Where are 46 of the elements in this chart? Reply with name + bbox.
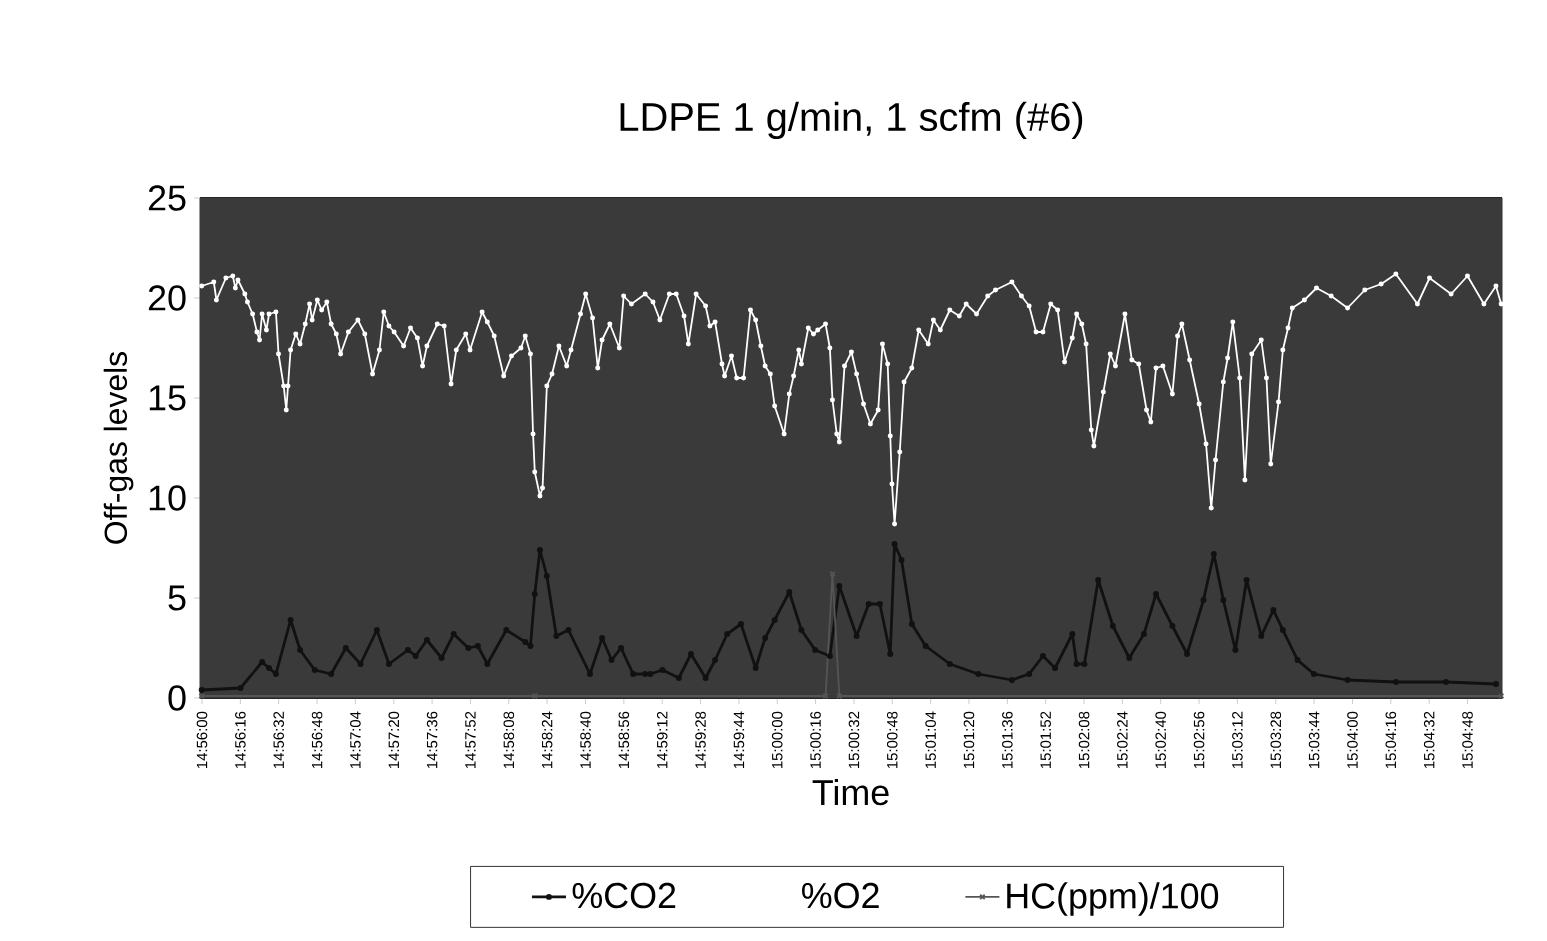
x-tick-label: 15:04:16 (1385, 711, 1397, 769)
text: %O2 (802, 882, 879, 909)
chart-title: LDPE 1 g/min, 1 scfm (#6) (620, 101, 1083, 140)
x-tick-label: 14:57:36 (426, 711, 438, 769)
x-tick-label: 14:58:08 (503, 711, 515, 769)
x-tick-label: 15:00:48 (886, 711, 898, 769)
x-tick-label: 14:57:20 (388, 711, 400, 769)
x-tick-label: 15:00:32 (848, 711, 860, 769)
x-tick-label: 15:04:00 (1347, 711, 1358, 769)
x-tick-label: 15:00:16 (810, 711, 821, 769)
x-tick-label: 14:59:12 (656, 711, 668, 769)
x-tick-label: 15:01:20 (963, 711, 975, 769)
y-tick-label: 25 (148, 185, 186, 211)
x-tick-label: 15:02:56 (1193, 711, 1205, 769)
y-tick-label: 10 (149, 485, 186, 511)
x-tick-label: 15:01:52 (1040, 711, 1051, 769)
x-tick-label: 14:57:04 (350, 711, 361, 769)
x-tick-label: 15:02:08 (1078, 711, 1090, 769)
x-tick-label: 14:56:16 (235, 711, 246, 769)
y-tick-label: 5 (168, 585, 186, 611)
x-tick-label: 14:56:00 (196, 711, 208, 769)
y-tick-label: 15 (149, 385, 186, 411)
x-tick-label: 14:59:44 (733, 711, 745, 769)
x-axis-title: Time (812, 778, 889, 806)
x-tick-label: 14:57:52 (465, 711, 476, 769)
x-tick-label: 14:56:32 (273, 711, 284, 769)
legend-label: %CO2 (572, 882, 676, 909)
y-axis-title: Off-gas levels (103, 352, 134, 544)
x-tick-label: 15:04:48 (1462, 711, 1473, 769)
x-tick-label: 15:00:00 (771, 711, 783, 769)
x-tick-label: 15:04:32 (1423, 711, 1435, 769)
x-tick-label: 14:58:40 (580, 711, 591, 769)
x-tick-label: 14:56:48 (311, 711, 323, 769)
y-tick-label: 20 (148, 285, 186, 311)
y-tick-label: 0 (168, 685, 186, 711)
x-tick-label: 15:03:12 (1232, 711, 1243, 769)
x-tick-label: 15:01:36 (1002, 711, 1013, 769)
x-tick-label: 14:58:24 (541, 711, 553, 769)
x-tick-label: 15:01:04 (925, 711, 936, 769)
x-tick-label: 15:02:40 (1155, 711, 1166, 769)
legend-label: HC(ppm)/100 (1007, 882, 1219, 916)
x-tick-label: 15:02:24 (1117, 711, 1128, 769)
x-tick-label: 14:58:56 (618, 711, 630, 769)
x-tick-label: 14:59:28 (695, 711, 706, 769)
x-tick-label: 15:03:28 (1270, 711, 1282, 769)
x-tick-label: 15:03:44 (1308, 711, 1320, 769)
